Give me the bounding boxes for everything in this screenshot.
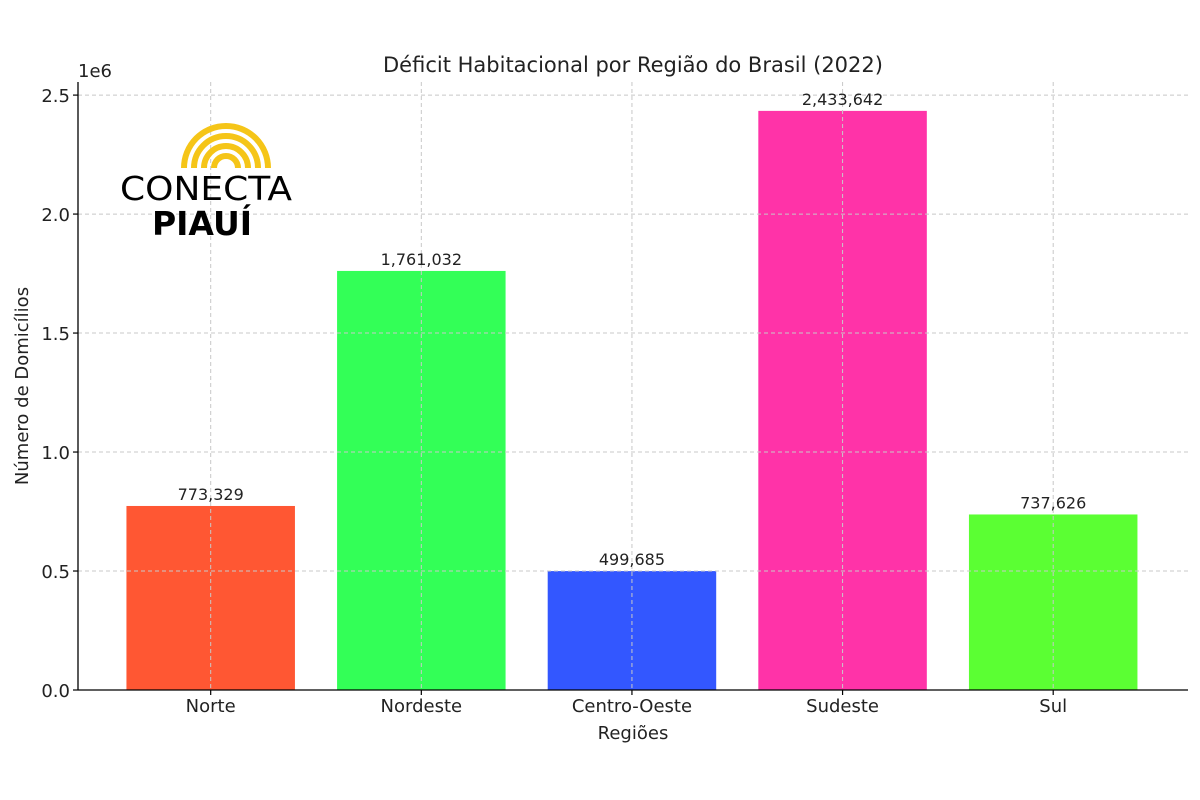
data-labels: 773,329 1,761,032 499,685 2,433,642 737,626 <box>178 90 1087 569</box>
chart-title: Déficit Habitacional por Região do Brasi… <box>383 53 883 77</box>
x-axis-label: Regiões <box>598 723 669 744</box>
y-tick-label: 2.0 <box>41 205 70 226</box>
x-tick-label: Sudeste <box>806 696 879 717</box>
axes: 0.0 0.5 1.0 1.5 2.0 2.5 Norte Nordeste Centro-Oe… <box>41 82 1188 717</box>
y-tick-label: 0.5 <box>41 562 70 583</box>
logo-text-line2: PIAUÍ <box>152 203 252 243</box>
gridlines <box>78 82 1188 691</box>
x-tick-label: Sul <box>1039 696 1067 717</box>
x-tick-label: Centro-Oeste <box>572 696 692 717</box>
y-offset-label: 1e6 <box>78 61 112 82</box>
logo-arcs-icon <box>181 123 271 169</box>
data-label: 499,685 <box>599 550 665 569</box>
logo-text-line1: CONECTA <box>120 169 292 208</box>
x-tick-label: Nordeste <box>381 696 463 717</box>
conecta-piaui-logo: CONECTA PIAUÍ <box>120 123 292 243</box>
data-label: 2,433,642 <box>802 90 883 109</box>
data-label: 1,761,032 <box>381 250 462 269</box>
bar-nordeste <box>337 270 506 690</box>
y-tick-label: 0.0 <box>41 681 70 702</box>
y-axis-label: Número de Domicílios <box>12 287 33 485</box>
y-tick-label: 1.0 <box>41 443 70 464</box>
data-label: 737,626 <box>1020 493 1086 512</box>
x-tick-label: Norte <box>186 696 236 717</box>
y-tick-label: 1.5 <box>41 324 70 345</box>
y-tick-label: 2.5 <box>41 86 70 107</box>
data-label: 773,329 <box>178 485 244 504</box>
